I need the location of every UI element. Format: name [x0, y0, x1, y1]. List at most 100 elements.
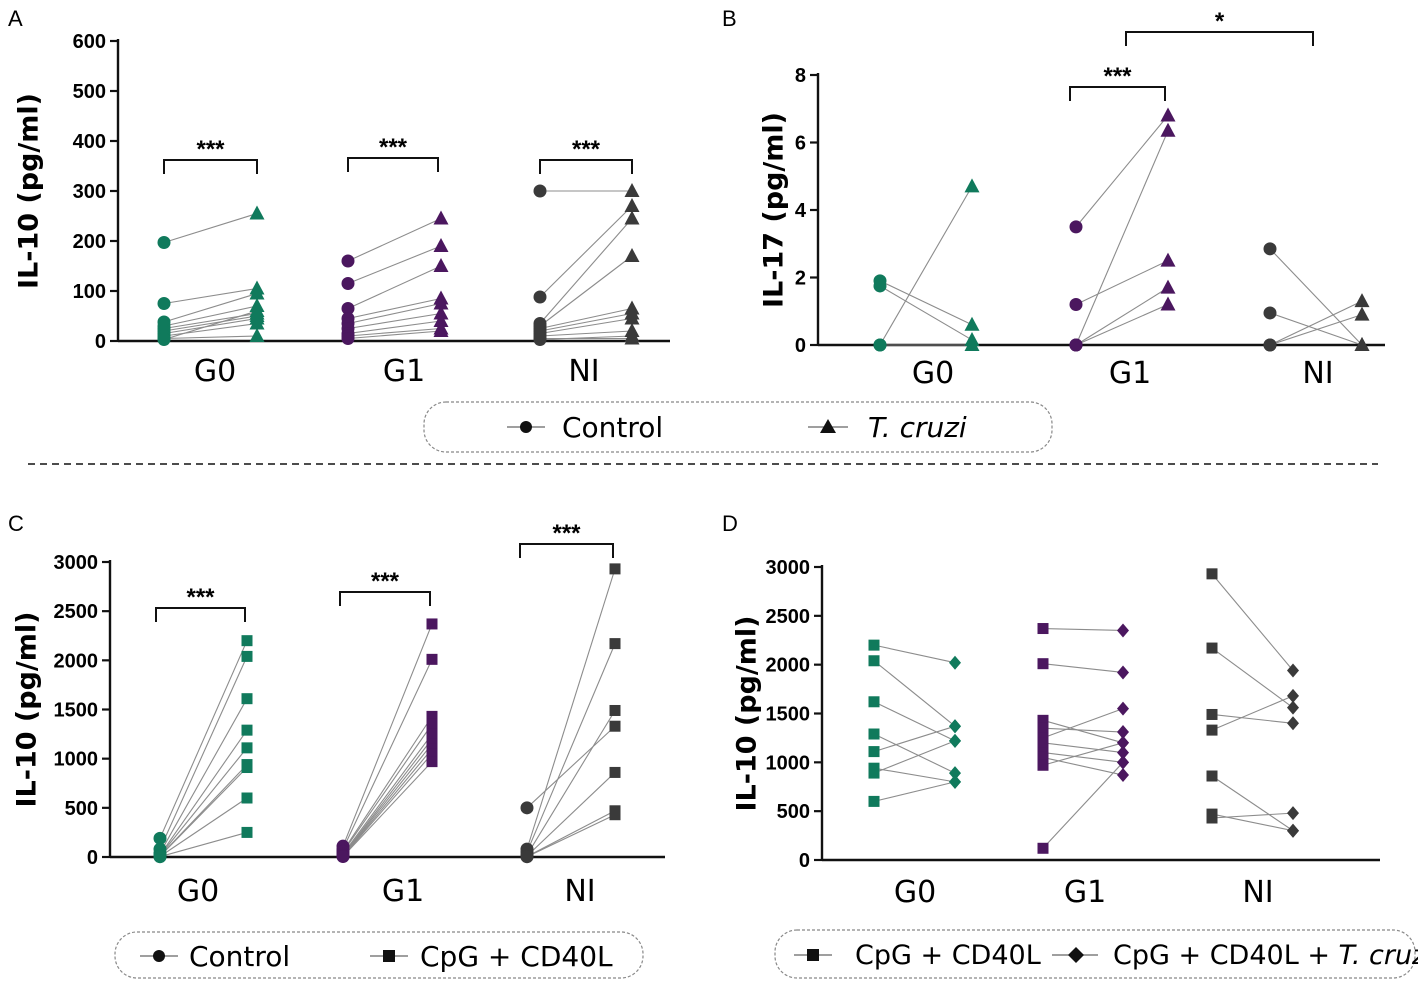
panel-d-point-g1-before [1037, 722, 1049, 734]
legend-bl-cpg-label: CpG + CD40L [420, 940, 613, 973]
panel-a-pair-line [347, 245, 442, 285]
panel-b-point-g0-after [964, 337, 980, 351]
panel-b-x-label-g0: G0 [912, 356, 954, 391]
panel-a-pair-line [163, 315, 258, 332]
panel-b-pair-line [1269, 314, 1363, 346]
panel-c-point-g1-after [426, 748, 438, 760]
panel-d-point-g1-before [1037, 751, 1049, 763]
panel-a-point-g1-after [433, 210, 449, 225]
panel-d-point-g1-after [1117, 665, 1129, 680]
panel-c-bracket-label: *** [186, 584, 215, 611]
panel-d-point-g0-before [868, 728, 880, 740]
legend-bl-frame [114, 931, 644, 979]
panel-a-point-ni-after [624, 310, 640, 325]
panel-a-point-g1-after [433, 295, 449, 310]
panel-d-x-label-g0: G0 [894, 875, 936, 910]
panel-d-point-ni-after [1287, 823, 1299, 838]
panel-d-pair-line [1042, 708, 1124, 739]
panel-c-pair-line [526, 725, 616, 809]
panel-d-ytick-label: 3000 [766, 557, 811, 579]
panel-d-pair-line [873, 701, 956, 742]
panel-a-ytick-label: 100 [73, 281, 106, 303]
panel-d-x-label-ni: NI [1242, 875, 1273, 910]
panel-a-point-ni-after [624, 210, 640, 225]
panel-d-pair-line [1211, 695, 1294, 731]
panel-d-ytick-label: 0 [799, 850, 810, 872]
panel-d-point-ni-before [1206, 724, 1218, 736]
panel-b-point-ni-after [1354, 306, 1370, 321]
panel-b-point-ni-before [1263, 242, 1277, 256]
panel-c-point-g0-before [153, 850, 167, 864]
panel-a-pair-line [347, 265, 442, 310]
panel-c-pair-line [159, 747, 248, 856]
panel-d-ytick-label: 2500 [766, 606, 811, 628]
panel-b-point-g0-after [964, 178, 980, 193]
legend-bl-control-label: Control [189, 940, 290, 973]
panel-b-pair-line [879, 285, 973, 341]
panel-b-point-ni-before [1263, 338, 1277, 352]
panel-c-pair-line [342, 753, 433, 857]
panel-b-point-g1-after [1160, 252, 1176, 267]
panel-c-pair-line [526, 810, 616, 857]
panel-a-bracket [539, 159, 633, 174]
panel-d-point-g1-after [1117, 768, 1129, 783]
panel-c-point-g0-after [241, 635, 253, 647]
panel-d-point-ni-before [1206, 708, 1218, 720]
panel-a-x-label-ni: NI [568, 354, 599, 389]
panel-a-bracket-label: *** [572, 136, 601, 163]
panel-d-pair-line [1042, 663, 1124, 674]
panel-c-ytick-label: 500 [65, 798, 98, 820]
panel-d-pair-line [1042, 742, 1124, 766]
panel-c-point-g0-after [241, 762, 253, 774]
panel-c-pair-line [342, 733, 433, 855]
panel-c-pair-line [159, 656, 248, 850]
panel-c-pair-line [526, 814, 616, 858]
panel-a-pair-line [163, 292, 258, 323]
panel-c-point-g0-after [241, 650, 253, 662]
panel-c-ytick-label: 1000 [54, 749, 99, 771]
panel-c-point-ni-after [609, 809, 621, 821]
legend-br-cpgt-marker [1068, 947, 1084, 963]
panel-a: 0 100 200 300 400 500 600 IL-10 (pg/ml) G0 G1 NI **… [14, 31, 670, 389]
legend-bl-control-marker [153, 950, 165, 962]
panel-c-ytick-label: 2500 [54, 601, 99, 623]
panel-d-point-g1-before [1037, 658, 1049, 670]
panel-d-point-g1-after [1117, 701, 1129, 716]
panel-c-pair-line [159, 797, 248, 857]
panel-c-bracket-label: *** [552, 520, 581, 547]
panel-d-point-g0-after [949, 766, 961, 781]
panel-a-point-g1-after [433, 258, 449, 272]
panel-c-point-ni-after [609, 638, 621, 650]
panel-c-point-g1-after [426, 653, 438, 665]
panel-a-pair-line [539, 312, 633, 332]
panel-c-point-g1-after [426, 718, 438, 730]
panel-c-y-axis-label: IL-10 (pg/ml) [12, 611, 43, 807]
panel-b-pair-line [1075, 130, 1169, 346]
panel-d-point-g1-after [1117, 623, 1129, 638]
panel-label-c: C [8, 511, 24, 536]
panel-a-point-g1-after [433, 313, 449, 327]
panel-d-pair-line [873, 660, 956, 727]
panel-b-x-label-g1: G1 [1109, 356, 1151, 391]
panel-a-point-g1-before [341, 254, 355, 268]
panel-a-ytick-label: 500 [73, 81, 106, 103]
legend-top-tcruzi-label: T. cruzi [868, 411, 967, 444]
panel-a-pair-line [539, 255, 633, 327]
panel-a-x-label-g0: G0 [194, 354, 236, 389]
panel-b-ytick-label: 4 [795, 200, 807, 222]
panel-d-point-g1-before [1037, 759, 1049, 771]
panel-c-point-g0-after [241, 792, 253, 804]
panel-b-pair-line [1269, 300, 1363, 346]
panel-d-point-g0-after [949, 655, 961, 670]
panel-a-ytick-label: 600 [73, 31, 106, 53]
legend-top-control-label: Control [562, 411, 663, 444]
panel-c-point-g1-before [336, 850, 350, 864]
panel-c: 0 500 1000 1500 2000 2500 3000 IL-10 (pg/ml) G0 G… [12, 520, 665, 909]
panel-a-pair-line [347, 312, 442, 330]
panel-d-point-g0-after [949, 733, 961, 748]
panel-b-point-ni-before [1263, 306, 1277, 320]
panel-c-pair-line [526, 568, 616, 850]
panel-d-point-g0-after [949, 774, 961, 789]
